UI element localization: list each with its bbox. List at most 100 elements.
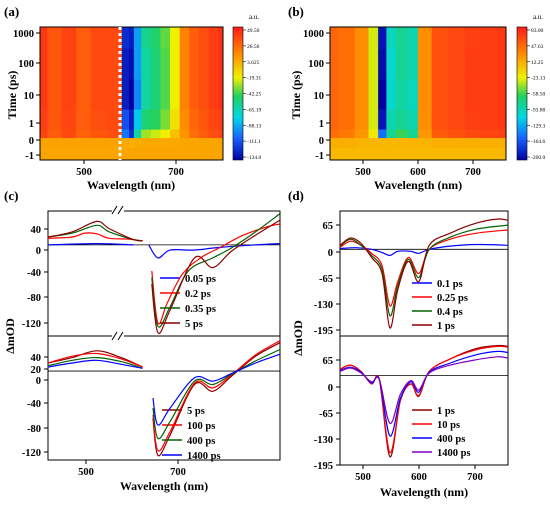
heatmap-a-cell: [160, 137, 171, 149]
c-ytick: 20: [31, 365, 42, 376]
heatmap-a-cell: [198, 147, 210, 160]
heatmap-a-cell: [61, 137, 77, 149]
d-ytick: 65: [323, 356, 334, 367]
heatmap-a-cell: [189, 128, 200, 139]
colorbar-a-tick: 26.56: [247, 44, 260, 50]
heatmap-b-cell: [386, 79, 397, 110]
heatmap-b-cell: [396, 79, 408, 110]
heatmap-b-cell: [464, 79, 482, 110]
heatmap-a-cell: [179, 128, 190, 139]
heatmap-a-cell: [189, 147, 200, 160]
c-xtick: 700: [170, 467, 186, 478]
colorbar-a-tick: -134.0: [247, 155, 261, 161]
heatmap-b-cell: [378, 147, 387, 160]
heatmap-b-cell: [418, 79, 433, 110]
legend-label: 5 ps: [185, 319, 203, 330]
heatmap-a-cell: [121, 48, 130, 80]
heatmap-a-cell: [218, 137, 223, 149]
d-ylabel: ΔmOD: [291, 320, 305, 356]
heatmap-a-cell: [40, 79, 48, 110]
a-xlabel: Wavelength (nm): [87, 178, 175, 192]
heatmap-a: 500 700 -1 0 1 10 100 1000 Wavelength (n…: [5, 26, 224, 192]
heatmap-b-cell: [464, 27, 482, 49]
d-ytick: 65: [323, 221, 334, 232]
heatmap-a-cell: [121, 79, 130, 110]
d-ytick: -65: [319, 274, 333, 285]
lineplot-c: 40 0 -40 -80 -120 40 20 0 -40 -80 -120 5…: [3, 204, 281, 493]
heatmap-b-cell: [431, 48, 449, 80]
heatmap-a-cell: [90, 137, 109, 149]
legend-label: 0.35 ps: [185, 304, 216, 315]
heatmap-b-cell: [386, 48, 397, 80]
heatmap-a-cell: [170, 48, 181, 80]
heatmap-b-cell: [431, 147, 449, 160]
heatmap-b-cell: [448, 128, 466, 139]
c-ytick: -40: [27, 399, 41, 410]
heatmap-b-cell: [386, 27, 397, 49]
heatmap-a-cell: [160, 128, 171, 139]
b-xtick: 500: [355, 167, 371, 178]
heatmap-b-cell: [407, 147, 419, 160]
heatmap-a-cell: [170, 147, 181, 160]
heatmap-a-cell: [198, 48, 210, 80]
heatmap-b-cell: [330, 79, 339, 110]
heatmap-a-cell: [40, 27, 48, 49]
colorbar-b-tick: -93.88: [531, 107, 545, 113]
heatmap-b-cell: [464, 109, 482, 130]
heatmap-a-cell: [189, 109, 200, 130]
c-ytick: -80: [27, 293, 41, 304]
heatmap-b-cell: [431, 79, 449, 110]
heatmap-a-cell: [170, 79, 181, 110]
heatmap-b-cell: [497, 27, 506, 49]
heatmap-b-cell: [448, 137, 466, 149]
heatmap-b-cell: [386, 137, 397, 149]
series-line: [47, 220, 143, 242]
lineplot-d: 65 0 -65 -130 -195 65 0 -65 -130 -195 50…: [291, 210, 509, 499]
heatmap-a-cell: [150, 48, 161, 80]
heatmap-a-cell: [107, 147, 123, 160]
legend-label: 0.25 ps: [437, 293, 468, 304]
a-ytick: 100: [18, 59, 34, 70]
heatmap-a-cell: [160, 147, 171, 160]
heatmap-b-cell: [338, 128, 356, 139]
colorbar-a-tick: -19.31: [247, 76, 261, 82]
heatmap-a-cell: [76, 27, 92, 49]
heatmap-a-cell: [150, 128, 161, 139]
heatmap-b-cell: [396, 109, 408, 130]
heatmap-b-cell: [407, 27, 419, 49]
legend-label: 400 ps: [187, 436, 215, 447]
heatmap-b-cell: [418, 128, 433, 139]
heatmap-a-cell: [208, 137, 219, 149]
b-xtick: 700: [465, 167, 481, 178]
heatmap-b-cell: [481, 27, 499, 49]
heatmap-a-cell: [107, 128, 123, 139]
heatmap-b-cell: [368, 27, 379, 49]
series-line: [47, 356, 143, 369]
colorbar-b-tick: 12.25: [531, 60, 544, 66]
heatmap-a-cell: [90, 48, 109, 80]
legend-label: 0.2 ps: [185, 289, 211, 300]
d-ytick: -65: [319, 409, 333, 420]
legend-label: 0.1 ps: [437, 279, 463, 290]
heatmap-a-cell: [150, 147, 161, 160]
heatmap-a-cell: [170, 137, 181, 149]
heatmap-a-cell: [129, 137, 135, 149]
heatmap-a-cell: [61, 147, 77, 160]
a-xtick: 500: [76, 167, 92, 178]
heatmap-a-cell: [47, 109, 63, 130]
heatmap-b-cell: [464, 128, 482, 139]
colorbar-b-tick: 47.63: [531, 44, 544, 50]
heatmap-a-cell: [90, 79, 109, 110]
heatmap-b-cell: [431, 137, 449, 149]
b-xlabel: Wavelength (nm): [374, 178, 462, 192]
heatmap-a-cell: [47, 137, 63, 149]
heatmap-b-cell: [338, 27, 356, 49]
series-line: [152, 342, 281, 457]
heatmap-b-cell: [378, 48, 387, 80]
d-ytick: -130: [314, 435, 333, 446]
heatmap-a-cell: [141, 147, 152, 160]
heatmap-b-cell: [396, 27, 408, 49]
colorbar-b-tick: 83.00: [531, 28, 544, 34]
legend-label: 400 ps: [437, 434, 465, 445]
heatmap-a-cell: [107, 27, 123, 49]
